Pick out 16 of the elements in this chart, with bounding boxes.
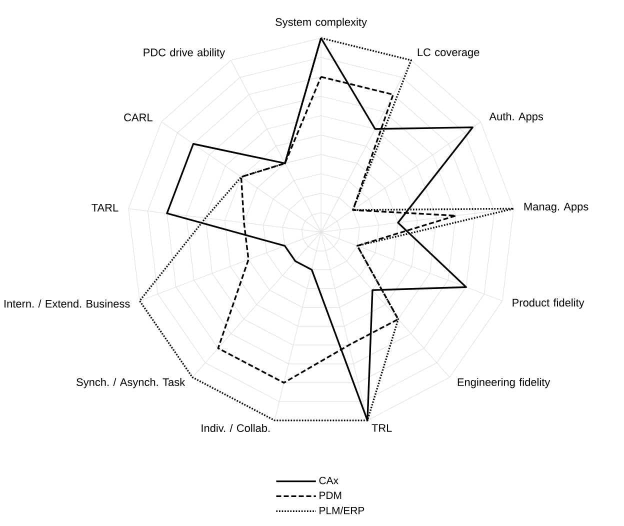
spoke-label: Product fidelity (512, 298, 584, 309)
legend-label: PDM (320, 492, 342, 499)
spoke-label: System complexity (276, 18, 367, 28)
spoke-label: LC coverage (418, 48, 480, 58)
spoke-label: PDC drive ability (144, 48, 226, 58)
spoke-label: Manag. Apps (524, 202, 588, 213)
spoke-label: Synch. / Asynch. Task (76, 378, 186, 388)
legend-label: CAx (319, 476, 338, 484)
spoke-label: TARL (92, 204, 118, 212)
spoke-label: Auth. Apps (489, 112, 544, 123)
spoke-label: TRL (372, 424, 392, 432)
spoke-label: Intern. / Extend. Business (4, 300, 130, 308)
spoke-label: CARL (124, 114, 152, 122)
spoke-label: Engineering fidelity (458, 378, 550, 388)
legend-label: PLM/ERP (320, 506, 364, 514)
spoke-label: Indiv. / Collab. (202, 424, 270, 432)
